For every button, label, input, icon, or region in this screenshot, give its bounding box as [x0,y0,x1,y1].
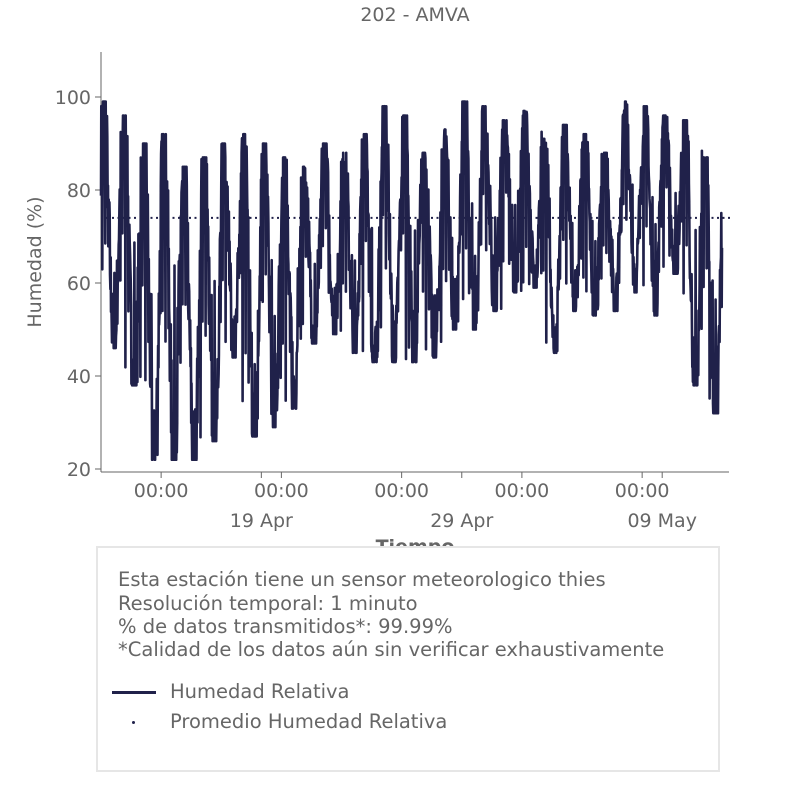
x-axis-ticks: 00:00 00:00 00:00 00:00 00:00 19 Apr 29 Apr 09 … [134,472,697,532]
legend-item-mean: Promedio Humedad Relativa [112,710,612,734]
x-major-tick-label: 19 Apr [230,510,293,532]
y-tick-label: 80 [67,180,91,202]
x-minor-tick-label: 00:00 [134,480,189,502]
y-axis-ticks: 20 40 60 80 100 [55,87,101,481]
info-quality-text: *Calidad de los datos aún sin verificar … [118,638,665,661]
humidity-series-line [99,100,724,461]
y-tick-label: 100 [55,87,91,109]
x-minor-tick-label: 00:00 [615,480,670,502]
legend-item-humidity: Humedad Relativa [112,680,612,704]
legend-label-humidity: Humedad Relativa [170,680,350,703]
y-tick-label: 60 [67,273,91,295]
info-sensor-text: Esta estación tiene un sensor meteorolog… [118,568,606,591]
x-minor-tick-label: 00:00 [374,480,429,502]
x-major-tick-label: 09 May [627,510,697,532]
legend-line-swatch [112,691,156,694]
legend-label-mean: Promedio Humedad Relativa [170,710,448,733]
x-minor-tick-label: 00:00 [495,480,550,502]
x-minor-tick-label: 00:00 [254,480,309,502]
legend-dot-swatch [132,721,135,724]
chart-title: 202 - AMVA [360,4,469,26]
info-legend-box: Esta estación tiene un sensor meteorolog… [96,546,720,772]
y-tick-label: 40 [67,366,91,388]
x-major-tick-label: 29 Apr [430,510,493,532]
y-tick-label: 20 [67,459,91,481]
info-transmitted-text: % de datos transmitidos*: 99.99% [118,615,453,638]
y-axis-label: Humedad (%) [24,196,46,327]
info-resolution-text: Resolución temporal: 1 minuto [118,592,418,615]
